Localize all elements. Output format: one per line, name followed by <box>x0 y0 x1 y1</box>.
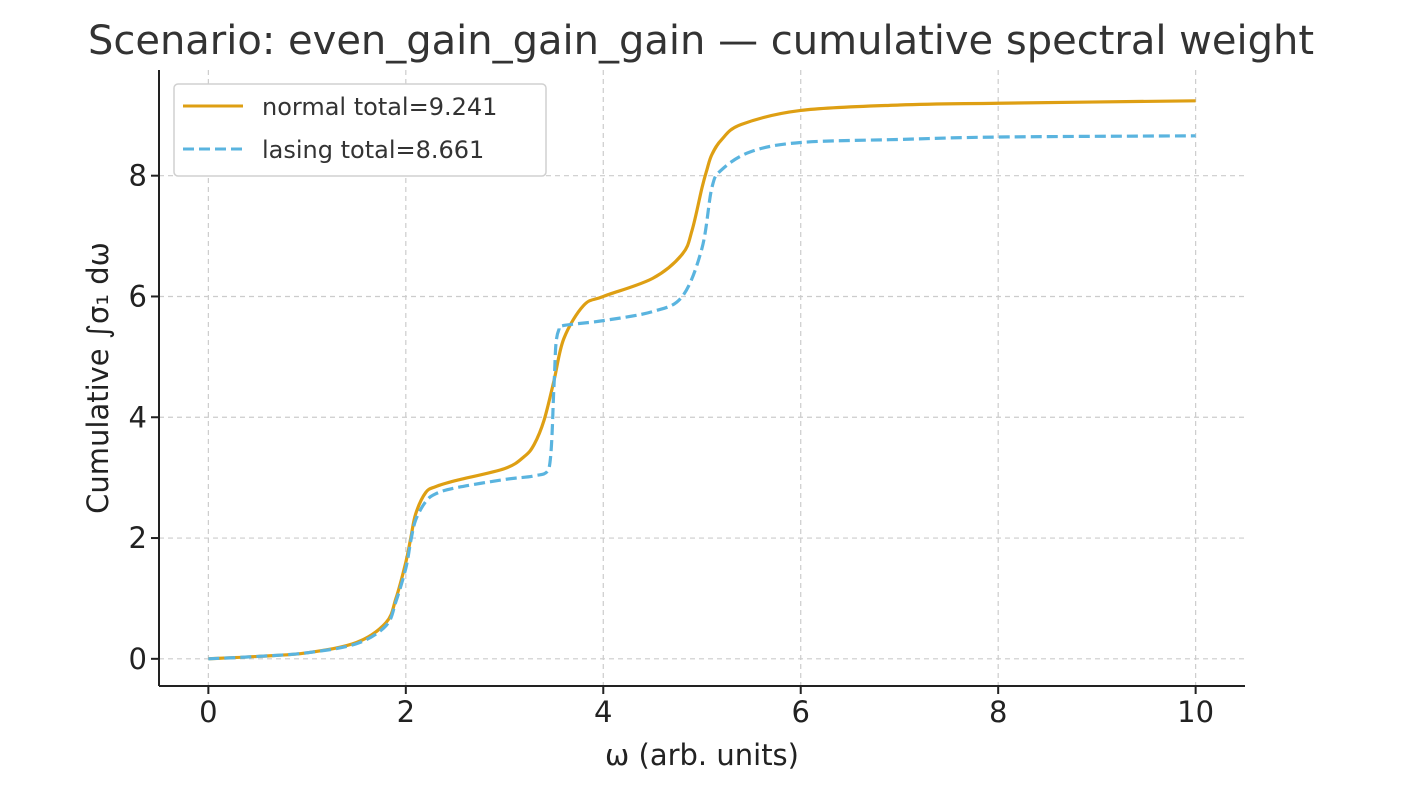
legend-label-normal: normal total=9.241 <box>262 93 497 121</box>
y-tick-label: 4 <box>129 400 147 434</box>
chart-title: Scenario: even_gain_gain_gain — cumulati… <box>88 18 1314 64</box>
y-tick-label: 6 <box>129 279 147 313</box>
x-tick-label: 0 <box>199 695 217 729</box>
y-tick-label: 8 <box>129 159 147 193</box>
x-axis-label: ω (arb. units) <box>605 738 799 772</box>
x-tick-label: 10 <box>1177 695 1214 729</box>
y-tick-label: 2 <box>129 521 147 555</box>
x-tick-label: 2 <box>397 695 415 729</box>
ticks: 0 2 4 6 8 10 0 2 4 6 8 <box>129 159 1215 729</box>
series-line-1 <box>208 134 1196 661</box>
axes <box>158 70 1245 687</box>
x-tick-label: 6 <box>792 695 810 729</box>
series <box>208 99 1196 661</box>
y-axis-label: Cumulative ∫σ₁ dω <box>81 242 115 514</box>
series-line-0 <box>208 99 1196 661</box>
x-tick-label: 8 <box>989 695 1007 729</box>
y-tick-label: 0 <box>129 642 147 676</box>
legend: normal total=9.241 lasing total=8.661 <box>173 83 547 177</box>
legend-label-lasing: lasing total=8.661 <box>262 136 484 164</box>
legend-box <box>173 83 547 177</box>
x-tick-label: 4 <box>594 695 612 729</box>
